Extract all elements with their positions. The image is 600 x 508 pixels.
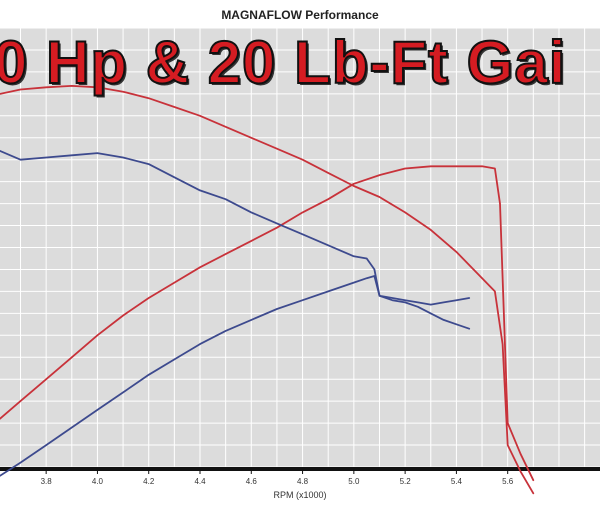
series-line-3: [0, 149, 471, 330]
x-tick-label: 5.0: [348, 477, 360, 486]
x-axis-line: [0, 467, 600, 471]
x-tick-label: 4.4: [194, 477, 206, 486]
x-axis-label: RPM (x1000): [273, 490, 327, 500]
x-tick-label: 5.4: [451, 477, 463, 486]
x-tick-label: 3.8: [41, 477, 53, 486]
series-line-1: [0, 85, 535, 495]
x-tick-label: 4.2: [143, 477, 155, 486]
x-tick-label: 5.6: [502, 477, 514, 486]
x-tick-label: 4.8: [297, 477, 309, 486]
chart-title: MAGNAFLOW Performance: [221, 8, 379, 22]
gain-headline: 0 Hp & 20 Lb-Ft Gai: [0, 28, 567, 97]
x-tick-label: 4.0: [92, 477, 104, 486]
series-line-2: [0, 165, 535, 482]
x-tick-label: 4.6: [246, 477, 258, 486]
series-line-4: [0, 275, 471, 477]
x-tick-label: 5.2: [400, 477, 412, 486]
